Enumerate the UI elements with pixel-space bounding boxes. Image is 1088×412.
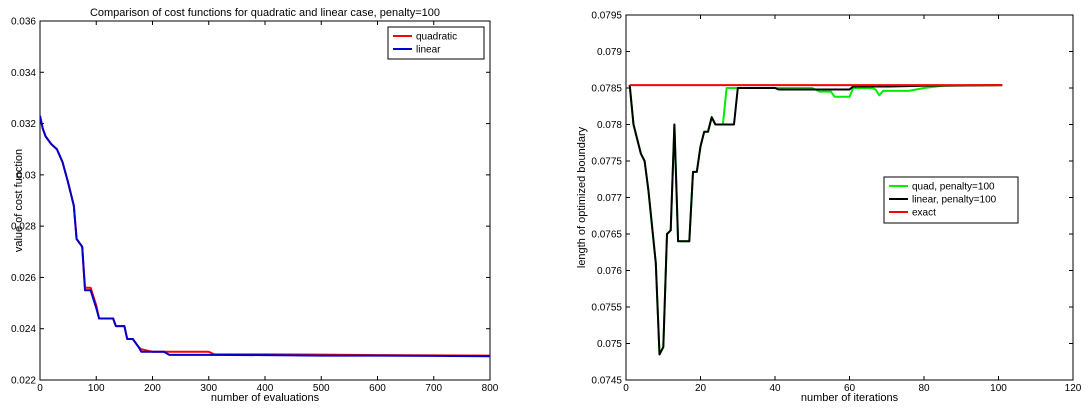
y-tick-label: 0.022 xyxy=(11,376,36,387)
y-tick-label: 0.0755 xyxy=(591,303,622,314)
y-axis-label: length of optimized boundary xyxy=(576,126,588,268)
y-tick-label: 0.036 xyxy=(11,17,36,28)
x-tick-label: 100 xyxy=(88,383,105,394)
x-axis-label: number of iterations xyxy=(801,392,899,404)
y-tick-label: 0.0795 xyxy=(591,11,622,22)
y-tick-label: 0.076 xyxy=(597,266,622,277)
x-axis-label: number of evaluations xyxy=(211,392,320,404)
series-line-linear-penalty-100 xyxy=(628,84,1003,356)
y-tick-label: 0.028 xyxy=(11,222,36,233)
x-tick-label: 700 xyxy=(425,383,442,394)
x-tick-label: 60 xyxy=(844,383,856,394)
legend-label: linear, penalty=100 xyxy=(912,195,997,206)
x-tick-label: 500 xyxy=(313,383,330,394)
x-tick-label: 0 xyxy=(623,383,629,394)
plot-area-frame xyxy=(39,20,491,381)
x-tick-label: 80 xyxy=(918,383,930,394)
x-tick-label: 100 xyxy=(990,383,1007,394)
y-tick-label: 0.078 xyxy=(597,120,622,131)
y-tick-label: 0.075 xyxy=(597,339,622,350)
x-tick-label: 40 xyxy=(769,383,781,394)
y-tick-label: 0.0745 xyxy=(591,376,622,387)
legend-label: quad, penalty=100 xyxy=(912,182,995,193)
y-tick-label: 0.0765 xyxy=(591,230,622,241)
x-tick-label: 20 xyxy=(695,383,707,394)
y-tick-label: 0.03 xyxy=(17,170,37,181)
y-tick-label: 0.032 xyxy=(11,119,36,130)
y-axis-label: value of cost function xyxy=(13,149,25,252)
legend-label: linear xyxy=(416,45,441,56)
x-tick-label: 200 xyxy=(144,383,161,394)
y-tick-label: 0.0785 xyxy=(591,84,622,95)
y-tick-label: 0.077 xyxy=(597,193,622,204)
x-tick-label: 800 xyxy=(482,383,499,394)
y-tick-label: 0.024 xyxy=(11,324,36,335)
y-tick-label: 0.0775 xyxy=(591,157,622,168)
legend-box xyxy=(387,26,485,60)
legend: quad, penalty=100 linear, penalty=100 exac… xyxy=(883,176,1019,224)
x-tick-label: 400 xyxy=(257,383,274,394)
legend-label: quadratic xyxy=(416,32,457,43)
y-tick-label: 0.079 xyxy=(597,47,622,58)
series-line-linear xyxy=(40,115,490,358)
chart-2: 0 20 40 60 80 100 120 0.0745 0.075 0.0755 0.076 0.0… xyxy=(576,11,1082,405)
x-tick-label: 0 xyxy=(37,383,43,394)
y-tick-label: 0.034 xyxy=(11,68,36,79)
chart-title: Comparison of cost functions for quadrat… xyxy=(90,7,440,19)
y-tick-label: 0.026 xyxy=(11,273,36,284)
x-tick-label: 120 xyxy=(1065,383,1082,394)
chart-1: 0 100 200 300 400 500 600 700 800 0.022 0.024 0.026… xyxy=(11,7,499,404)
x-tick-label: 300 xyxy=(200,383,217,394)
legend-label: exact xyxy=(912,208,936,219)
legend: quadratic linear xyxy=(387,26,485,60)
x-tick-label: 600 xyxy=(369,383,386,394)
